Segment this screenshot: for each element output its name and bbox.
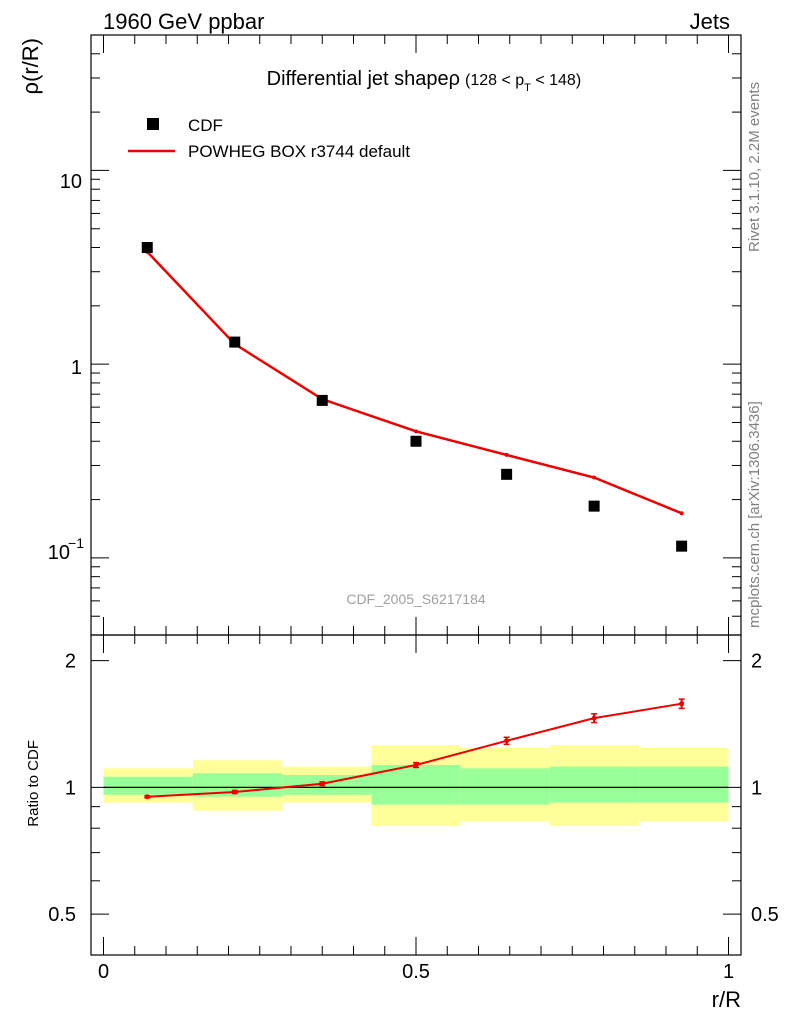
main-marks <box>141 242 688 552</box>
ratio-point <box>591 715 597 721</box>
ratio-ytick-labels: 0.5 0.5 1 1 2 2 <box>48 651 779 927</box>
legend-cdf-label: CDF <box>188 116 223 135</box>
ratio-xlabel: r/R <box>712 987 741 1012</box>
ratio-ytick-label-left: 1 <box>65 777 76 799</box>
ytick-label-0.1-exponent: −1 <box>68 535 84 551</box>
ratio-point <box>679 701 685 707</box>
ratio-ytick-label-right: 1 <box>751 777 762 799</box>
ytick-label-0.1-base: 10 <box>48 542 70 564</box>
ratio-point <box>413 762 419 768</box>
powheg-point <box>679 511 684 516</box>
ratio-ytick-label-left: 0.5 <box>48 904 76 926</box>
ratio-ytick-label-left: 2 <box>65 651 76 673</box>
stat-uncertainty-band <box>639 766 729 803</box>
cdf-point <box>229 336 241 348</box>
ratio-ytick-label-right: 2 <box>751 651 762 673</box>
ratio-xtick-label: 0.5 <box>402 961 430 983</box>
ytick-label-1: 1 <box>71 357 82 379</box>
ratio-xtick-label: 0 <box>98 961 109 983</box>
ratio-point <box>504 738 510 744</box>
main-ylabel: ρ(r/R) <box>18 38 43 95</box>
mcplots-label: mcplots.cern.ch [arXiv:1306.3436] <box>746 401 763 628</box>
rivet-label: Rivet 3.1.10, 2.2M events <box>746 82 763 252</box>
stat-uncertainty-band <box>192 773 283 797</box>
ratio-point <box>144 794 150 800</box>
legend-powheg-label: POWHEG BOX r3744 default <box>188 142 410 161</box>
stat-uncertainty-band <box>282 774 372 795</box>
powheg-point <box>504 452 509 457</box>
ratio-point <box>319 781 325 787</box>
header-right: Jets <box>690 9 730 34</box>
header-left: 1960 GeV ppbar <box>103 9 264 34</box>
watermark: CDF_2005_S6217184 <box>346 591 486 607</box>
stat-uncertainty-band <box>460 768 550 805</box>
cdf-point <box>141 242 153 254</box>
legend: CDF POWHEG BOX r3744 default <box>128 116 410 161</box>
ratio-marks <box>144 698 685 800</box>
cdf-point <box>588 500 600 512</box>
ratio-bands <box>103 745 729 826</box>
legend-cdf-marker <box>147 118 159 130</box>
ratio-panel: 0.5 0.51 12 2 0 0.5 1 Ratio to CDF r/R <box>25 634 779 1012</box>
ratio-ytick-label-right: 0.5 <box>751 904 779 926</box>
ratio-ticks <box>91 635 741 955</box>
cdf-point <box>501 468 513 480</box>
ytick-label-10: 10 <box>60 171 82 193</box>
main-ytick-labels: 10 1 10 −1 <box>48 171 84 564</box>
ratio-ylabel: Ratio to CDF <box>25 740 42 827</box>
ratio-xtick-label: 1 <box>723 961 734 983</box>
ratio-point <box>232 789 238 795</box>
stat-uncertainty-band <box>103 776 193 795</box>
main-panel: 10 1 10 −1 ρ(r/R) Differential jet shape… <box>18 34 742 636</box>
powheg-line <box>146 250 683 515</box>
stat-uncertainty-band <box>549 766 640 803</box>
chart-title: Differential jet shapeρ <box>267 68 460 90</box>
ratio-xtick-labels: 0 0.5 1 <box>98 961 734 983</box>
powheg-point <box>414 429 418 434</box>
cdf-point <box>676 540 688 552</box>
main-ticks <box>91 34 741 636</box>
powheg-point <box>592 475 597 480</box>
cdf-point <box>410 435 422 447</box>
cdf-point <box>316 394 328 406</box>
chart-title-cut: (128 < pT < 148) <box>465 72 581 94</box>
